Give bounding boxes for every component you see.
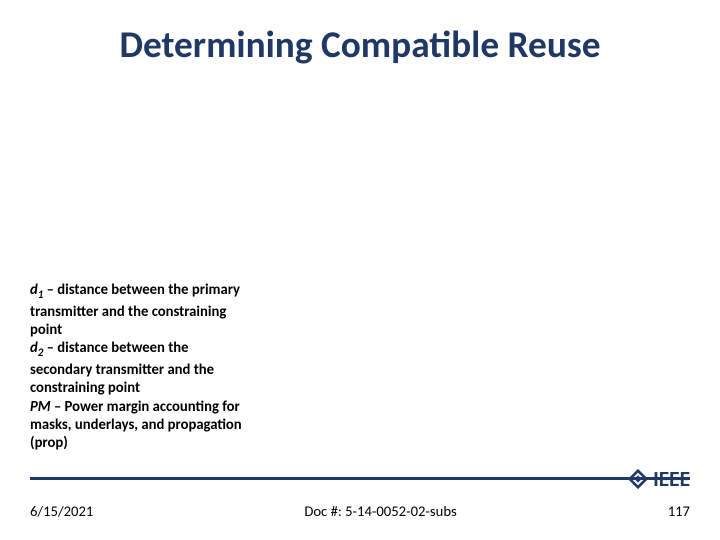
footer-date: 6/15/2021 xyxy=(30,502,93,520)
definitions-block: d1 – distance between the primary transm… xyxy=(30,280,245,452)
symbol: d xyxy=(30,338,38,356)
symbol: d xyxy=(30,280,38,298)
footer-doc-number: Doc #: 5-14-0052-02-subs xyxy=(93,502,667,520)
definition-item: PM – Power margin accounting for masks, … xyxy=(30,397,245,452)
definition-item: d1 – distance between the primary transm… xyxy=(30,280,245,338)
definition-text: – distance between the secondary transmi… xyxy=(30,338,214,396)
footer-page-number: 117 xyxy=(668,502,690,520)
definition-item: d2 – distance between the secondary tran… xyxy=(30,338,245,396)
slide: Determining Compatible Reuse d1 – distan… xyxy=(0,0,720,540)
slide-title: Determining Compatible Reuse xyxy=(0,22,720,68)
footer-divider xyxy=(30,477,690,480)
definition-text: – Power margin accounting for masks, und… xyxy=(30,397,242,452)
definition-text: – distance between the primary transmitt… xyxy=(30,280,240,338)
footer: 6/15/2021 Doc #: 5-14-0052-02-subs 117 xyxy=(30,502,690,520)
symbol: PM xyxy=(30,397,51,415)
